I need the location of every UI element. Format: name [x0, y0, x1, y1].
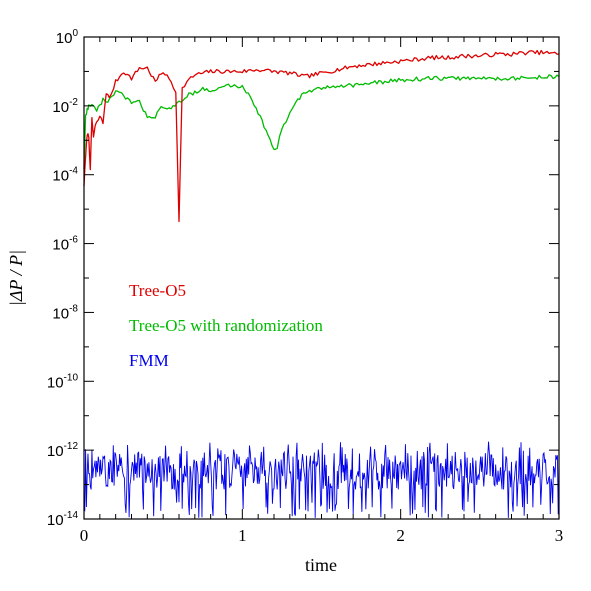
x-axis: 0 1 2 3: [80, 37, 564, 545]
x-tick-label: 2: [396, 526, 405, 545]
x-tick-label: 0: [80, 526, 89, 545]
legend-entry-tree-o5-randomization: Tree-O5 with randomization: [129, 316, 323, 335]
legend: Tree-O5 Tree-O5 with randomization FMM: [129, 281, 323, 370]
y-tick-label: 10-14: [47, 510, 79, 529]
series-tree-o5-line: [83, 49, 560, 223]
y-axis: 100 10-2 10-4 10-6 10-8 10-10 10-12 10-14: [47, 28, 559, 529]
y-axis-label: |ΔP / P|: [6, 250, 26, 306]
y-tick-label: 100: [56, 28, 79, 47]
x-axis-label: time: [305, 555, 337, 575]
y-tick-label: 10-12: [47, 441, 79, 460]
y-tick-label: 10-8: [52, 303, 78, 322]
series-tree-o5-randomization-line: [83, 74, 560, 169]
x-tick-label: 1: [238, 526, 247, 545]
plot-lines: [83, 49, 560, 518]
plot-frame: [83, 36, 560, 520]
legend-entry-fmm: FMM: [129, 351, 169, 370]
y-tick-label: 10-6: [52, 235, 78, 254]
y-tick-label: 10-10: [47, 372, 79, 391]
series-fmm-line: [83, 441, 560, 518]
y-tick-label: 10-4: [52, 166, 78, 185]
legend-entry-tree-o5: Tree-O5: [129, 281, 186, 300]
y-tick-label: 10-2: [52, 97, 78, 116]
x-tick-label: 3: [555, 526, 564, 545]
